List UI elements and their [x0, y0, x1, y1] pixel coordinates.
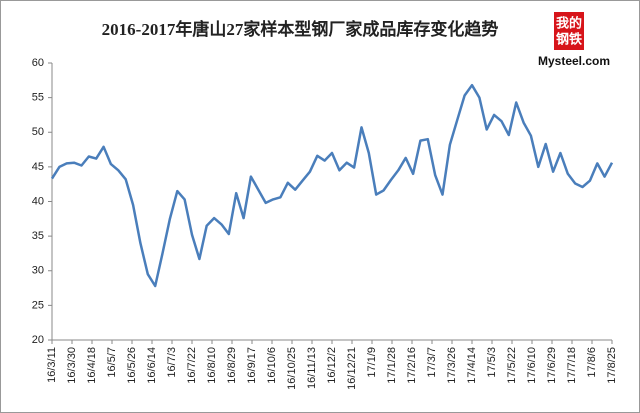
x-tick-label: 17/4/14	[466, 347, 478, 384]
y-tick-label: 55	[32, 92, 44, 104]
x-tick-label: 17/6/10	[526, 347, 538, 384]
y-tick-label: 35	[32, 230, 44, 242]
chart-title: 2016-2017年唐山27家样本型钢厂家成品库存变化趋势	[102, 19, 499, 39]
x-tick-label: 17/3/7	[426, 347, 438, 378]
x-tick-label: 17/1/9	[366, 347, 378, 378]
x-tick-label: 16/7/22	[186, 347, 198, 384]
x-tick-label: 16/12/21	[346, 347, 358, 390]
logo-text: 钢铁	[556, 31, 582, 46]
y-tick-label: 45	[32, 161, 44, 173]
logo-box	[554, 12, 584, 50]
series-line	[50, 83, 614, 288]
x-tick-label: 17/5/22	[506, 347, 518, 384]
x-tick-label: 16/8/10	[206, 347, 218, 384]
x-tick-label: 16/3/30	[66, 347, 78, 384]
x-tick-label: 16/7/3	[166, 347, 178, 378]
x-tick-label: 16/12/2	[326, 347, 338, 384]
x-tick-label: 16/6/14	[146, 347, 158, 384]
x-tick-label: 17/8/6	[586, 347, 598, 378]
y-tick-label: 60	[32, 57, 44, 69]
x-tick-label: 16/3/11	[46, 347, 58, 383]
x-tick-label: 16/11/13	[306, 347, 318, 389]
x-tick-label: 16/5/7	[106, 347, 118, 378]
y-tick-label: 20	[32, 334, 44, 346]
x-tick-label: 17/8/25	[606, 347, 618, 384]
y-tick-label: 50	[32, 126, 44, 138]
x-tick-label: 16/9/17	[246, 347, 258, 384]
x-tick-label: 17/3/26	[446, 347, 458, 384]
x-tick-label: 16/10/6	[266, 347, 278, 384]
y-tick-label: 25	[32, 299, 44, 311]
x-tick-label: 16/5/26	[126, 347, 138, 384]
x-tick-label: 17/7/18	[566, 347, 578, 384]
y-tick-label: 40	[32, 195, 44, 207]
x-tick-label: 16/10/25	[286, 347, 298, 390]
x-tick-label: 16/4/18	[86, 347, 98, 384]
x-tick-label: 17/1/28	[386, 347, 398, 384]
logo-site: Mysteel.com	[538, 54, 610, 68]
x-tick-label: 16/8/29	[226, 347, 238, 384]
x-tick-label: 17/5/3	[486, 347, 498, 378]
x-tick-label: 17/2/16	[406, 347, 418, 384]
y-tick-label: 30	[32, 265, 44, 277]
x-tick-label: 17/6/29	[546, 347, 558, 384]
logo-text: 我的	[556, 15, 582, 30]
